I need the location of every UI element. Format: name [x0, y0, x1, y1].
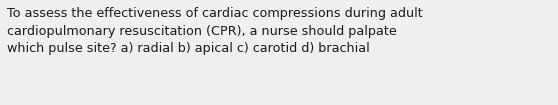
Text: To assess the effectiveness of cardiac compressions during adult
cardiopulmonary: To assess the effectiveness of cardiac c…: [7, 7, 423, 55]
